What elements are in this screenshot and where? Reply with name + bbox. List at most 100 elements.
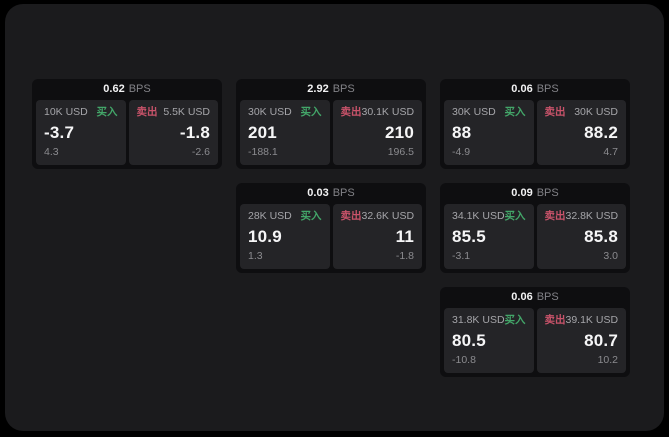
- buy-sub-value: -188.1: [248, 146, 278, 158]
- buy-panel-top: 30K USD 买入: [452, 106, 526, 119]
- quote-card: 0.62 BPS 10K USD 买入 -3.7 4.3 卖出: [32, 79, 222, 169]
- spread-unit-label: BPS: [332, 83, 355, 95]
- buy-price: 80.5: [452, 331, 486, 350]
- spread-unit-label: BPS: [536, 83, 559, 95]
- buy-size: 34.1K USD: [452, 210, 505, 222]
- sell-panel-top: 卖出 5.5K USD: [137, 106, 211, 119]
- quote-grid: 0.62 BPS 10K USD 买入 -3.7 4.3 卖出: [32, 79, 630, 377]
- buy-side-label: 买入: [504, 314, 526, 326]
- sell-price: 80.7: [584, 331, 618, 350]
- buy-size: 31.8K USD: [452, 314, 505, 326]
- buy-sub-value: 1.3: [248, 250, 263, 262]
- sell-price: 88.2: [584, 123, 618, 142]
- quote-board: 0.62 BPS 10K USD 买入 -3.7 4.3 卖出: [5, 4, 664, 431]
- buy-quote-panel[interactable]: 10K USD 买入 -3.7 4.3: [36, 100, 126, 165]
- spread-value: 0.06: [511, 291, 533, 303]
- quote-panels: 30K USD 买入 201 -188.1 卖出 30.1K USD 210 1…: [236, 100, 426, 169]
- quote-panels: 30K USD 买入 88 -4.9 卖出 30K USD 88.2 4.7: [440, 100, 630, 169]
- buy-sub-value: 4.3: [44, 146, 59, 158]
- spread-value: 0.09: [511, 187, 533, 199]
- sell-side-label: 卖出: [340, 106, 362, 118]
- sell-size: 30K USD: [574, 106, 618, 118]
- buy-quote-panel[interactable]: 34.1K USD 买入 85.5 -3.1: [444, 204, 534, 269]
- sell-quote-panel[interactable]: 卖出 30.1K USD 210 196.5: [332, 100, 422, 165]
- spread-unit-label: BPS: [536, 187, 559, 199]
- buy-quote-panel[interactable]: 30K USD 买入 201 -188.1: [240, 100, 330, 165]
- sell-side-label: 卖出: [340, 210, 362, 222]
- buy-side-label: 买入: [300, 106, 322, 118]
- buy-panel-top: 31.8K USD 买入: [452, 314, 526, 327]
- buy-price: 10.9: [248, 227, 282, 246]
- spread-header: 0.06 BPS: [440, 287, 630, 308]
- spread-value: 0.62: [103, 83, 125, 95]
- sell-sub-value: -1.8: [395, 250, 414, 262]
- spread-unit-label: BPS: [128, 83, 151, 95]
- sell-size: 32.6K USD: [361, 210, 415, 222]
- sell-sub-value: 10.2: [597, 354, 618, 366]
- buy-sub-value: -10.8: [452, 354, 476, 366]
- sell-panel-top: 卖出 32.6K USD: [341, 210, 415, 223]
- sell-panel-top: 卖出 39.1K USD: [545, 314, 619, 327]
- spread-header: 0.03 BPS: [236, 183, 426, 204]
- quote-card: 2.92 BPS 30K USD 买入 201 -188.1 卖出: [236, 79, 426, 169]
- spread-unit-label: BPS: [332, 187, 355, 199]
- sell-side-label: 卖出: [544, 106, 566, 118]
- sell-size: 39.1K USD: [565, 314, 619, 326]
- sell-size: 30.1K USD: [361, 106, 415, 118]
- buy-quote-panel[interactable]: 31.8K USD 买入 80.5 -10.8: [444, 308, 534, 373]
- sell-panel-top: 卖出 30K USD: [545, 106, 619, 119]
- buy-sub-value: -3.1: [452, 250, 471, 262]
- sell-quote-panel[interactable]: 卖出 39.1K USD 80.7 10.2: [536, 308, 626, 373]
- buy-side-label: 买入: [504, 210, 526, 222]
- buy-quote-panel[interactable]: 30K USD 买入 88 -4.9: [444, 100, 534, 165]
- buy-panel-top: 34.1K USD 买入: [452, 210, 526, 223]
- buy-panel-top: 10K USD 买入: [44, 106, 118, 119]
- sell-price: 210: [385, 123, 414, 142]
- buy-quote-panel[interactable]: 28K USD 买入 10.9 1.3: [240, 204, 330, 269]
- sell-price: 11: [395, 227, 414, 246]
- sell-side-label: 卖出: [544, 210, 566, 222]
- sell-price: 85.8: [584, 227, 618, 246]
- buy-sub-value: -4.9: [452, 146, 471, 158]
- sell-quote-panel[interactable]: 卖出 30K USD 88.2 4.7: [536, 100, 626, 165]
- quote-card: 0.03 BPS 28K USD 买入 10.9 1.3 卖出: [236, 183, 426, 273]
- sell-price: -1.8: [179, 123, 210, 142]
- quote-panels: 10K USD 买入 -3.7 4.3 卖出 5.5K USD -1.8 -2.…: [32, 100, 222, 169]
- sell-size: 5.5K USD: [163, 106, 210, 118]
- spread-header: 0.09 BPS: [440, 183, 630, 204]
- quote-panels: 34.1K USD 买入 85.5 -3.1 卖出 32.8K USD 85.8…: [440, 204, 630, 273]
- sell-quote-panel[interactable]: 卖出 32.8K USD 85.8 3.0: [536, 204, 626, 269]
- sell-sub-value: -2.6: [191, 146, 210, 158]
- quote-panels: 28K USD 买入 10.9 1.3 卖出 32.6K USD 11 -1.8: [236, 204, 426, 273]
- quote-card: 0.06 BPS 30K USD 买入 88 -4.9 卖出: [440, 79, 630, 169]
- sell-quote-panel[interactable]: 卖出 32.6K USD 11 -1.8: [332, 204, 422, 269]
- sell-sub-value: 4.7: [603, 146, 618, 158]
- buy-size: 30K USD: [452, 106, 496, 118]
- buy-panel-top: 30K USD 买入: [248, 106, 322, 119]
- buy-size: 28K USD: [248, 210, 292, 222]
- buy-price: -3.7: [44, 123, 75, 142]
- quote-card: 0.09 BPS 34.1K USD 买入 85.5 -3.1 卖出: [440, 183, 630, 273]
- sell-sub-value: 3.0: [603, 250, 618, 262]
- sell-panel-top: 卖出 30.1K USD: [341, 106, 415, 119]
- spread-header: 0.06 BPS: [440, 79, 630, 100]
- buy-size: 10K USD: [44, 106, 88, 118]
- buy-side-label: 买入: [300, 210, 322, 222]
- buy-price: 201: [248, 123, 277, 142]
- sell-panel-top: 卖出 32.8K USD: [545, 210, 619, 223]
- spread-value: 0.06: [511, 83, 533, 95]
- sell-side-label: 卖出: [136, 106, 158, 118]
- buy-side-label: 买入: [504, 106, 526, 118]
- spread-header: 2.92 BPS: [236, 79, 426, 100]
- buy-size: 30K USD: [248, 106, 292, 118]
- sell-quote-panel[interactable]: 卖出 5.5K USD -1.8 -2.6: [128, 100, 218, 165]
- spread-value: 2.92: [307, 83, 329, 95]
- buy-panel-top: 28K USD 买入: [248, 210, 322, 223]
- sell-sub-value: 196.5: [387, 146, 414, 158]
- buy-price: 88: [452, 123, 472, 142]
- sell-size: 32.8K USD: [565, 210, 619, 222]
- buy-side-label: 买入: [96, 106, 118, 118]
- buy-price: 85.5: [452, 227, 486, 246]
- spread-header: 0.62 BPS: [32, 79, 222, 100]
